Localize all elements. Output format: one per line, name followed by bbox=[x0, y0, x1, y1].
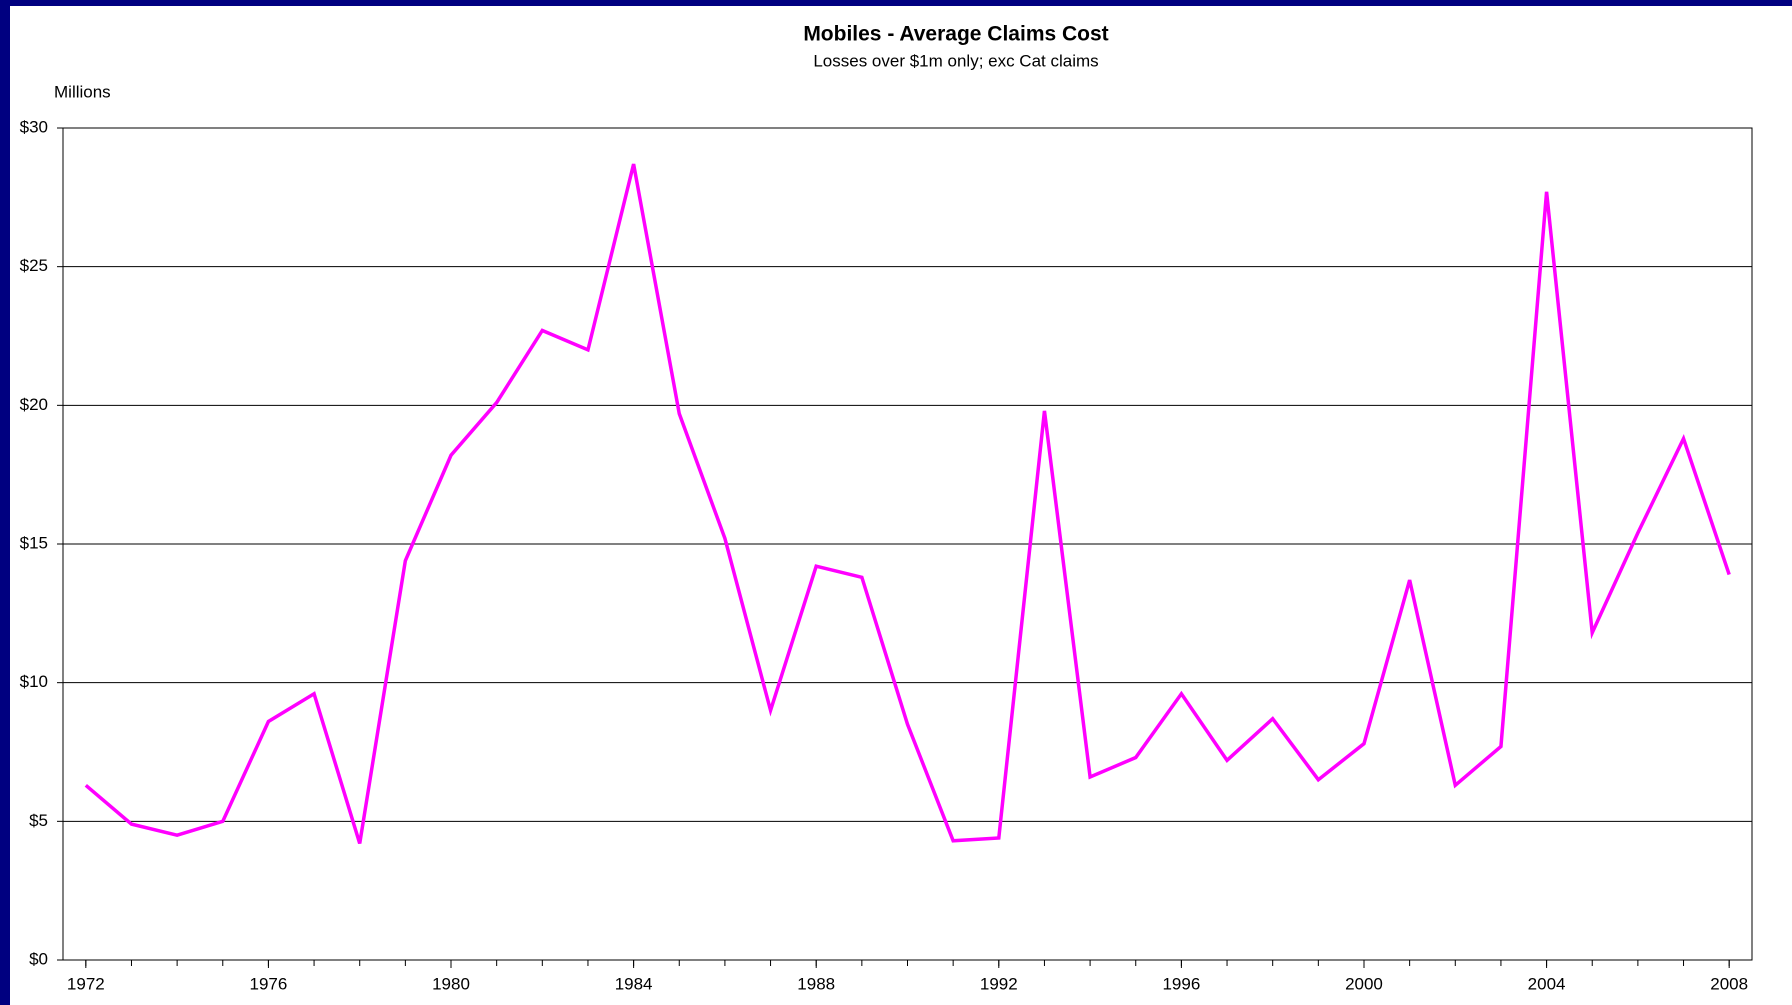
chart-background bbox=[10, 6, 1792, 1005]
chart-subtitle: Losses over $1m only; exc Cat claims bbox=[813, 51, 1098, 70]
x-tick-label: 2008 bbox=[1710, 974, 1748, 993]
y-tick-label: $30 bbox=[20, 117, 48, 136]
chart-title: Mobiles - Average Claims Cost bbox=[803, 23, 1108, 46]
x-tick-label: 1976 bbox=[250, 974, 288, 993]
x-tick-label: 1988 bbox=[797, 974, 835, 993]
x-tick-label: 2004 bbox=[1528, 974, 1566, 993]
y-tick-label: $10 bbox=[20, 672, 48, 691]
x-tick-label: 1980 bbox=[432, 974, 470, 993]
x-tick-label: 2000 bbox=[1345, 974, 1383, 993]
data-line bbox=[84, 163, 1731, 845]
y-axis-label: Millions bbox=[54, 82, 111, 101]
x-tick-label: 1972 bbox=[67, 974, 105, 993]
y-tick-label: $5 bbox=[29, 811, 48, 830]
x-tick-label: 1996 bbox=[1162, 974, 1200, 993]
y-tick-label: $25 bbox=[20, 256, 48, 275]
x-tick-label: 1984 bbox=[615, 974, 653, 993]
x-tick-label: 1992 bbox=[980, 974, 1018, 993]
y-tick-label: $15 bbox=[20, 533, 48, 552]
y-tick-label: $0 bbox=[29, 949, 48, 968]
y-tick-label: $20 bbox=[20, 395, 48, 414]
